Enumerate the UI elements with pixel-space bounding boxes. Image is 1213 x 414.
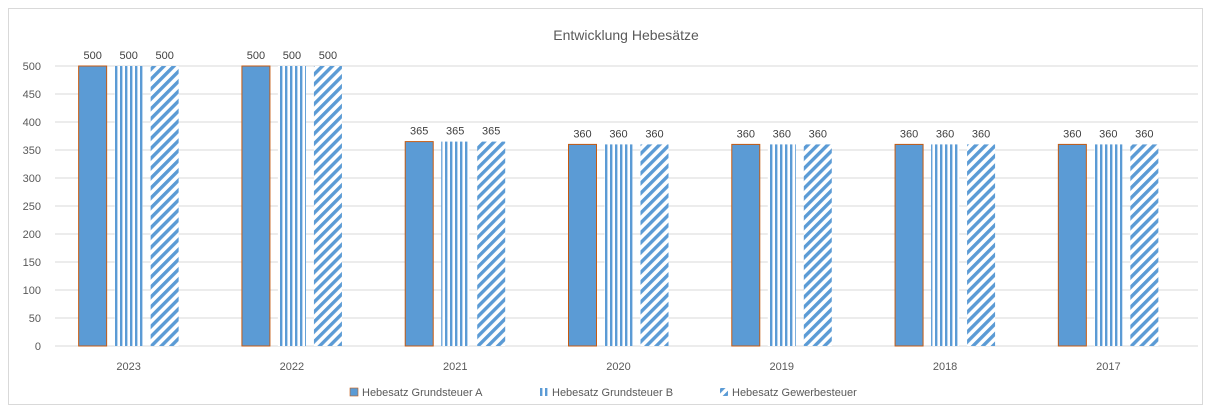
bar [78,65,108,347]
bar [894,143,924,347]
y-tick-label: 50 [29,313,41,325]
data-label: 360 [609,128,627,140]
y-tick-label: 0 [35,341,41,353]
x-tick-label: 2017 [1096,361,1120,373]
bar [1057,143,1087,347]
data-label: 360 [645,128,663,140]
bar [404,141,434,347]
data-label: 360 [1063,128,1081,140]
data-label: 360 [900,128,918,140]
data-label: 360 [773,128,791,140]
chart-title: Entwicklung Hebesätze [553,27,699,43]
x-tick-label: 2021 [443,361,467,373]
legend-item: Hebesatz Grundsteuer A [349,387,483,399]
bar [1130,144,1159,346]
x-tick-label: 2020 [606,361,630,373]
legend-item: Hebesatz Gewerbesteuer [720,387,857,399]
data-label: 500 [83,50,101,62]
bar [931,144,960,346]
y-tick-label: 300 [23,173,41,185]
data-label: 360 [1099,128,1117,140]
x-tick-label: 2023 [116,361,140,373]
data-label: 500 [155,50,173,62]
y-tick-label: 100 [23,285,41,297]
data-label: 365 [410,126,428,138]
y-tick-label: 450 [23,89,41,101]
bar [114,66,143,346]
legend-swatch [540,388,548,396]
y-tick-label: 400 [23,117,41,129]
legend-swatch [349,387,359,397]
bar [313,66,342,346]
bar [640,144,669,346]
bar [241,65,271,347]
bar [731,143,761,347]
data-label: 360 [809,128,827,140]
bar [967,144,996,346]
data-labels: 500 500 500 500 500 500 365 365 365 360 360 360 360 3… [83,50,1153,140]
bar [568,143,597,347]
x-tick-label: 2022 [280,361,304,373]
data-label: 360 [737,128,755,140]
data-label: 500 [119,50,137,62]
y-axis: 0 50 100 150 200 250 300 350 400 450 500 [23,61,41,353]
data-label: 500 [319,50,337,62]
data-label: 365 [446,126,464,138]
bar [604,144,633,346]
bar [277,66,306,346]
y-tick-label: 500 [23,61,41,73]
data-label: 360 [1135,128,1153,140]
legend-label: Hebesatz Grundsteuer A [362,387,483,399]
data-label: 500 [283,50,301,62]
legend: Hebesatz Grundsteuer A Hebesatz Grundsteu… [349,387,857,399]
bar [477,141,506,346]
y-tick-label: 350 [23,145,41,157]
data-label: 360 [972,128,990,140]
x-tick-label: 2019 [770,361,794,373]
y-tick-label: 250 [23,201,41,213]
bar [1094,144,1123,346]
bar [441,141,470,346]
data-label: 500 [247,50,265,62]
bar [767,144,796,346]
bar [803,144,832,346]
bar [150,66,179,346]
x-axis: 2023 2022 2021 2020 2019 2018 2017 [116,361,1120,373]
y-tick-label: 150 [23,257,41,269]
data-label: 360 [573,128,591,140]
data-label: 365 [482,126,500,138]
legend-item: Hebesatz Grundsteuer B [540,387,673,399]
bars [78,65,1159,347]
legend-label: Hebesatz Grundsteuer B [552,387,673,399]
data-label: 360 [936,128,954,140]
legend-swatch [720,388,728,396]
y-tick-label: 200 [23,229,41,241]
x-tick-label: 2018 [933,361,957,373]
legend-label: Hebesatz Gewerbesteuer [732,387,857,399]
